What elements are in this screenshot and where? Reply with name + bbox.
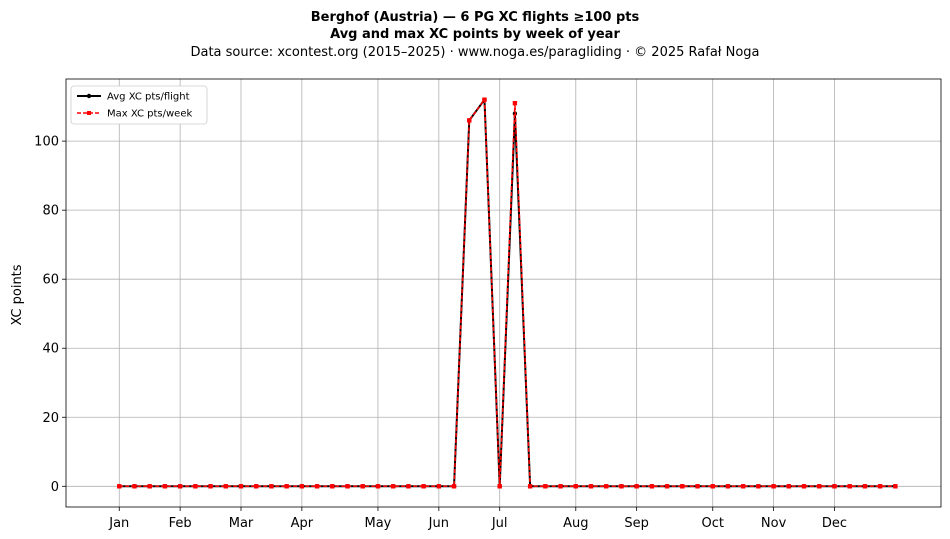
x-tick-label: Jul [491, 516, 508, 531]
x-tick-label: Dec [822, 516, 847, 531]
x-tick-label: Aug [563, 516, 588, 531]
legend-max-marker [87, 111, 91, 115]
max-point [299, 484, 305, 489]
max-point [436, 484, 442, 489]
max-series-line [119, 98, 896, 488]
y-tick-label: 0 [51, 480, 59, 495]
max-point [162, 484, 168, 489]
max-point [421, 484, 426, 489]
max-point [330, 484, 335, 489]
max-point [451, 484, 457, 489]
y-axis-label: XC points [10, 264, 25, 325]
max-point [877, 484, 883, 489]
chart-subtitle: Avg and max XC points by week of year [330, 27, 620, 42]
y-tick-label: 40 [42, 342, 59, 357]
max-point [543, 484, 548, 489]
plot-frame [65, 78, 942, 508]
max-point [619, 484, 624, 489]
max-point [284, 484, 289, 489]
max-point [512, 100, 518, 106]
x-tick-label: Feb [169, 516, 192, 531]
max-point [375, 484, 381, 489]
max-point [725, 484, 731, 489]
x-tick-label: Mar [229, 516, 254, 531]
max-point [664, 484, 670, 489]
max-point [817, 484, 822, 489]
max-point [223, 484, 228, 489]
max-point [558, 484, 563, 489]
max-point [634, 484, 639, 489]
chart-title: Berghof (Austria) — 6 PG XC flights ≥100… [311, 10, 640, 25]
max-point [649, 484, 655, 489]
max-point [893, 484, 898, 489]
max-point [238, 484, 244, 489]
legend-box [70, 85, 208, 125]
max-point [147, 484, 152, 489]
max-point [756, 484, 761, 489]
max-point [771, 484, 776, 489]
legend-avg-marker [86, 93, 92, 99]
max-point [801, 484, 807, 489]
max-point [527, 484, 533, 489]
max-point [269, 484, 274, 489]
max-point [740, 484, 746, 489]
chart-source: Data source: xcontest.org (2015–2025) · … [190, 45, 759, 60]
max-point [680, 484, 685, 489]
max-point [314, 484, 320, 489]
y-tick-label: 60 [42, 273, 59, 288]
max-point [345, 484, 350, 489]
max-point [482, 97, 487, 102]
max-point [604, 484, 609, 489]
max-point [588, 484, 594, 489]
x-tick-label: Oct [701, 516, 723, 531]
max-point [117, 484, 122, 489]
max-point [132, 484, 137, 489]
x-tick-label: Sep [624, 516, 649, 531]
max-point [497, 484, 502, 489]
tick-layer: 0 20 40 60 80 100 Jan Feb Mar Apr May Jun Jul Aug Sep O… [34, 135, 847, 531]
max-point [360, 484, 365, 489]
x-tick-label: Jan [108, 516, 129, 531]
grid-layer [66, 79, 941, 507]
avg-series-line [119, 98, 896, 488]
max-point [467, 118, 472, 123]
legend-avg-label: Avg XC pts/flight [107, 92, 190, 103]
x-tick-label: Jun [428, 516, 449, 531]
max-point [390, 484, 396, 489]
legend-max-label: Max XC pts/week [107, 109, 192, 120]
y-tick-label: 20 [42, 411, 59, 426]
max-point [406, 484, 411, 489]
y-tick-label: 80 [42, 204, 59, 219]
max-point [695, 484, 700, 489]
max-point [832, 484, 837, 489]
max-point [710, 484, 715, 489]
max-point [847, 484, 852, 489]
legend: Avg XC pts/flight Max XC pts/week [70, 85, 208, 125]
max-point [862, 484, 868, 489]
max-point [193, 484, 198, 489]
x-tick-label: Apr [291, 516, 314, 531]
max-point [208, 484, 213, 489]
y-tick-label: 100 [34, 135, 59, 150]
max-point [573, 484, 578, 489]
series-layer [117, 97, 898, 489]
x-tick-label: May [365, 516, 392, 531]
max-point [254, 484, 259, 489]
max-point [177, 484, 183, 489]
max-point [786, 484, 792, 489]
x-tick-label: Nov [761, 516, 787, 531]
